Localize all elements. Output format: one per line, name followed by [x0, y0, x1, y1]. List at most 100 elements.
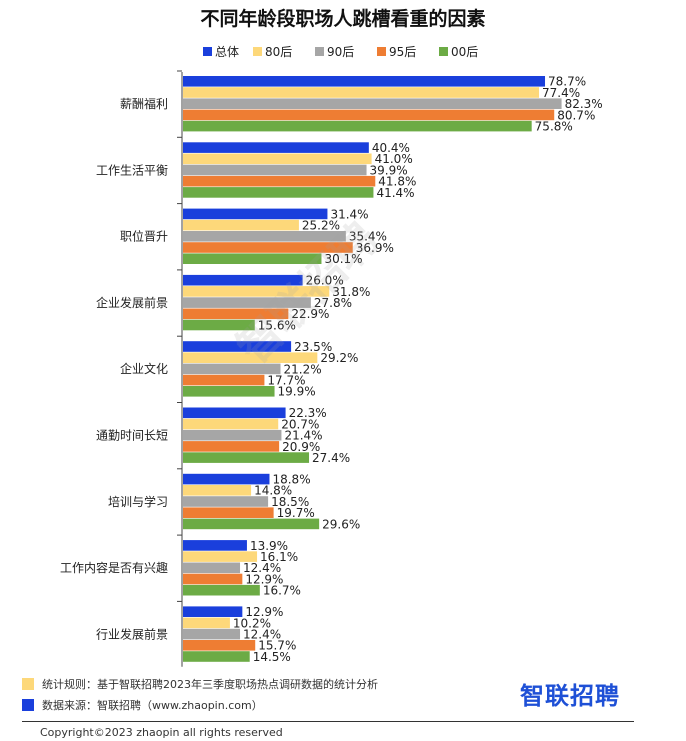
bar-5-0 — [183, 407, 286, 419]
bar-4-4 — [183, 386, 275, 397]
data-label-1-0: 40.4% — [372, 141, 410, 155]
legend-swatch-0 — [203, 47, 212, 56]
data-label-0-0: 78.7% — [548, 75, 586, 89]
data-label-2-1: 25.2% — [302, 219, 340, 233]
bar-3-4 — [183, 319, 255, 331]
data-label-7-2: 12.4% — [243, 561, 281, 575]
bar-5-1 — [183, 418, 279, 430]
bar-4-3 — [183, 374, 265, 386]
data-label-1-3: 41.8% — [378, 175, 416, 189]
bar-8-1 — [183, 617, 230, 629]
bar-2-4 — [183, 253, 322, 264]
method-swatch — [22, 678, 34, 690]
data-label-5-0: 22.3% — [289, 406, 327, 420]
data-label-3-0: 26.0% — [306, 274, 344, 288]
brand-logo: 智联招聘 — [520, 682, 620, 710]
bar-6-2 — [183, 496, 269, 507]
bar-4-1 — [183, 352, 318, 363]
bar-8-0 — [183, 606, 243, 617]
source-note: 数据来源：智联招聘（www.zhaopin.com） — [22, 697, 263, 713]
bar-2-3 — [183, 242, 353, 253]
data-label-3-4: 15.6% — [258, 318, 296, 332]
method-note: 统计规则：基于智联招聘2023年三季度职场热点调研数据的统计分析 — [22, 676, 378, 692]
data-label-8-3: 15.7% — [258, 639, 296, 653]
legend-swatch-3 — [377, 47, 386, 56]
data-label-4-0: 23.5% — [294, 340, 332, 354]
data-label-8-1: 10.2% — [233, 616, 271, 630]
bar-8-2 — [183, 628, 241, 640]
bar-3-2 — [183, 297, 311, 308]
category-label-6: 培训与学习 — [108, 494, 168, 509]
data-label-8-0: 12.9% — [245, 605, 283, 619]
legend-label-4: 00后 — [451, 45, 478, 59]
copyright-text: Copyright©2023 zhaopin all rights reserv… — [40, 726, 283, 739]
bar-7-3 — [183, 573, 243, 585]
data-label-0-4: 75.8% — [535, 120, 573, 134]
bar-0-0 — [183, 76, 546, 87]
legend-label-2: 90后 — [327, 45, 354, 59]
data-label-4-3: 17.7% — [267, 374, 305, 388]
bar-3-3 — [183, 308, 289, 320]
data-label-8-4: 14.5% — [253, 650, 291, 664]
legend-label-3: 95后 — [389, 45, 416, 59]
data-label-1-4: 41.4% — [376, 186, 414, 200]
legend-swatch-2 — [315, 47, 324, 56]
category-label-4: 企业文化 — [120, 361, 168, 376]
category-label-5: 通勤时间长短 — [96, 429, 168, 443]
data-label-6-1: 14.8% — [254, 484, 292, 498]
bar-0-4 — [183, 120, 532, 132]
legend-swatch-4 — [439, 47, 448, 56]
bar-1-4 — [183, 187, 374, 198]
data-label-5-1: 20.7% — [281, 417, 319, 431]
bar-5-2 — [183, 429, 282, 441]
category-label-3: 企业发展前景 — [96, 295, 168, 310]
data-label-4-1: 29.2% — [320, 351, 358, 365]
legend-swatch-1 — [253, 47, 262, 56]
data-label-0-2: 82.3% — [565, 97, 603, 111]
data-label-3-1: 31.8% — [332, 285, 370, 299]
data-label-1-1: 41.0% — [375, 152, 413, 166]
bar-7-2 — [183, 562, 241, 574]
bar-1-1 — [183, 153, 372, 165]
bar-5-4 — [183, 452, 310, 463]
bar-1-0 — [183, 142, 369, 153]
data-label-6-2: 18.5% — [271, 495, 309, 509]
bar-2-0 — [183, 208, 328, 220]
category-label-0: 薪酬福利 — [120, 96, 168, 111]
bar-1-2 — [183, 164, 367, 176]
bar-7-1 — [183, 551, 258, 562]
category-label-7: 工作内容是否有兴趣 — [60, 560, 168, 575]
category-label-2: 职位晋升 — [120, 229, 168, 244]
data-label-2-0: 31.4% — [330, 207, 368, 221]
data-label-3-2: 27.8% — [314, 296, 352, 310]
data-label-4-4: 19.9% — [278, 385, 316, 399]
category-label-8: 行业发展前景 — [96, 626, 168, 641]
bar-0-1 — [183, 87, 540, 98]
bar-7-0 — [183, 540, 247, 551]
bar-5-3 — [183, 441, 280, 452]
bar-6-1 — [183, 485, 252, 496]
data-label-5-2: 21.4% — [284, 429, 322, 443]
bar-8-3 — [183, 640, 256, 651]
bar-7-4 — [183, 584, 260, 596]
bar-4-0 — [183, 341, 292, 352]
data-label-0-1: 77.4% — [542, 86, 580, 100]
source-note-text: 数据来源：智联招聘（www.zhaopin.com） — [42, 699, 263, 712]
bar-6-3 — [183, 507, 274, 518]
footer-divider — [22, 721, 634, 722]
data-label-2-4: 30.1% — [324, 252, 362, 266]
bar-6-0 — [183, 473, 270, 485]
data-label-5-4: 27.4% — [312, 451, 350, 465]
data-label-8-2: 12.4% — [243, 628, 281, 642]
data-label-6-3: 19.7% — [277, 506, 315, 520]
chart-title: 不同年龄段职场人跳槽看重的因素 — [200, 8, 486, 30]
method-note-text: 统计规则：基于智联招聘2023年三季度职场热点调研数据的统计分析 — [42, 678, 378, 691]
data-label-0-3: 80.7% — [557, 108, 595, 122]
data-label-6-0: 18.8% — [272, 473, 310, 487]
data-label-7-0: 13.9% — [250, 539, 288, 553]
data-label-7-3: 12.9% — [245, 572, 283, 586]
data-label-6-4: 29.6% — [322, 517, 360, 531]
bar-3-1 — [183, 286, 330, 297]
bar-2-2 — [183, 231, 346, 242]
